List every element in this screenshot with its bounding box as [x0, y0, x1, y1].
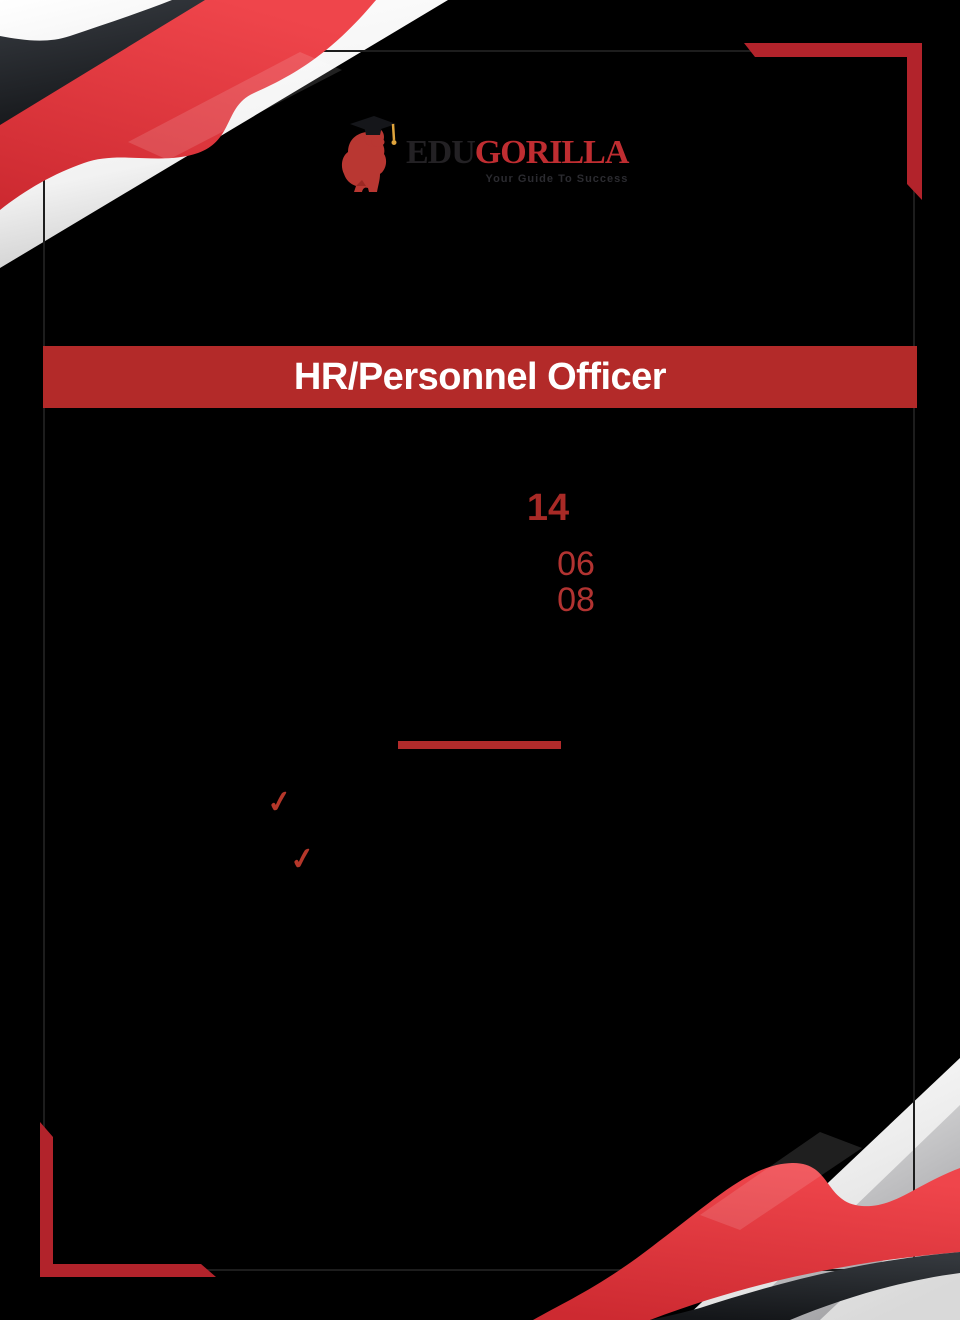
count-tertiary: 08	[557, 581, 595, 619]
page-title: HR/Personnel Officer	[293, 355, 667, 398]
edugorilla-logo: EDUGORILLA Your Guide To Success	[336, 110, 630, 194]
count-primary: 14	[526, 487, 570, 529]
brand-edu-text: EDU	[406, 134, 476, 171]
edugorilla-mascot-icon	[341, 116, 397, 192]
count-secondary: 06	[557, 545, 595, 583]
checkmark-icon: ✓	[287, 841, 318, 878]
section-divider-rule	[398, 741, 561, 749]
page-border-frame	[43, 50, 915, 1271]
edugorilla-wordmark: EDUGORILLA Your Guide To Success	[406, 134, 630, 186]
brand-tagline: Your Guide To Success	[485, 173, 629, 185]
checkmark-icon: ✓	[264, 784, 295, 821]
title-banner: HR/Personnel Officer	[43, 346, 917, 408]
brand-gorilla-text: GORILLA	[474, 134, 630, 171]
